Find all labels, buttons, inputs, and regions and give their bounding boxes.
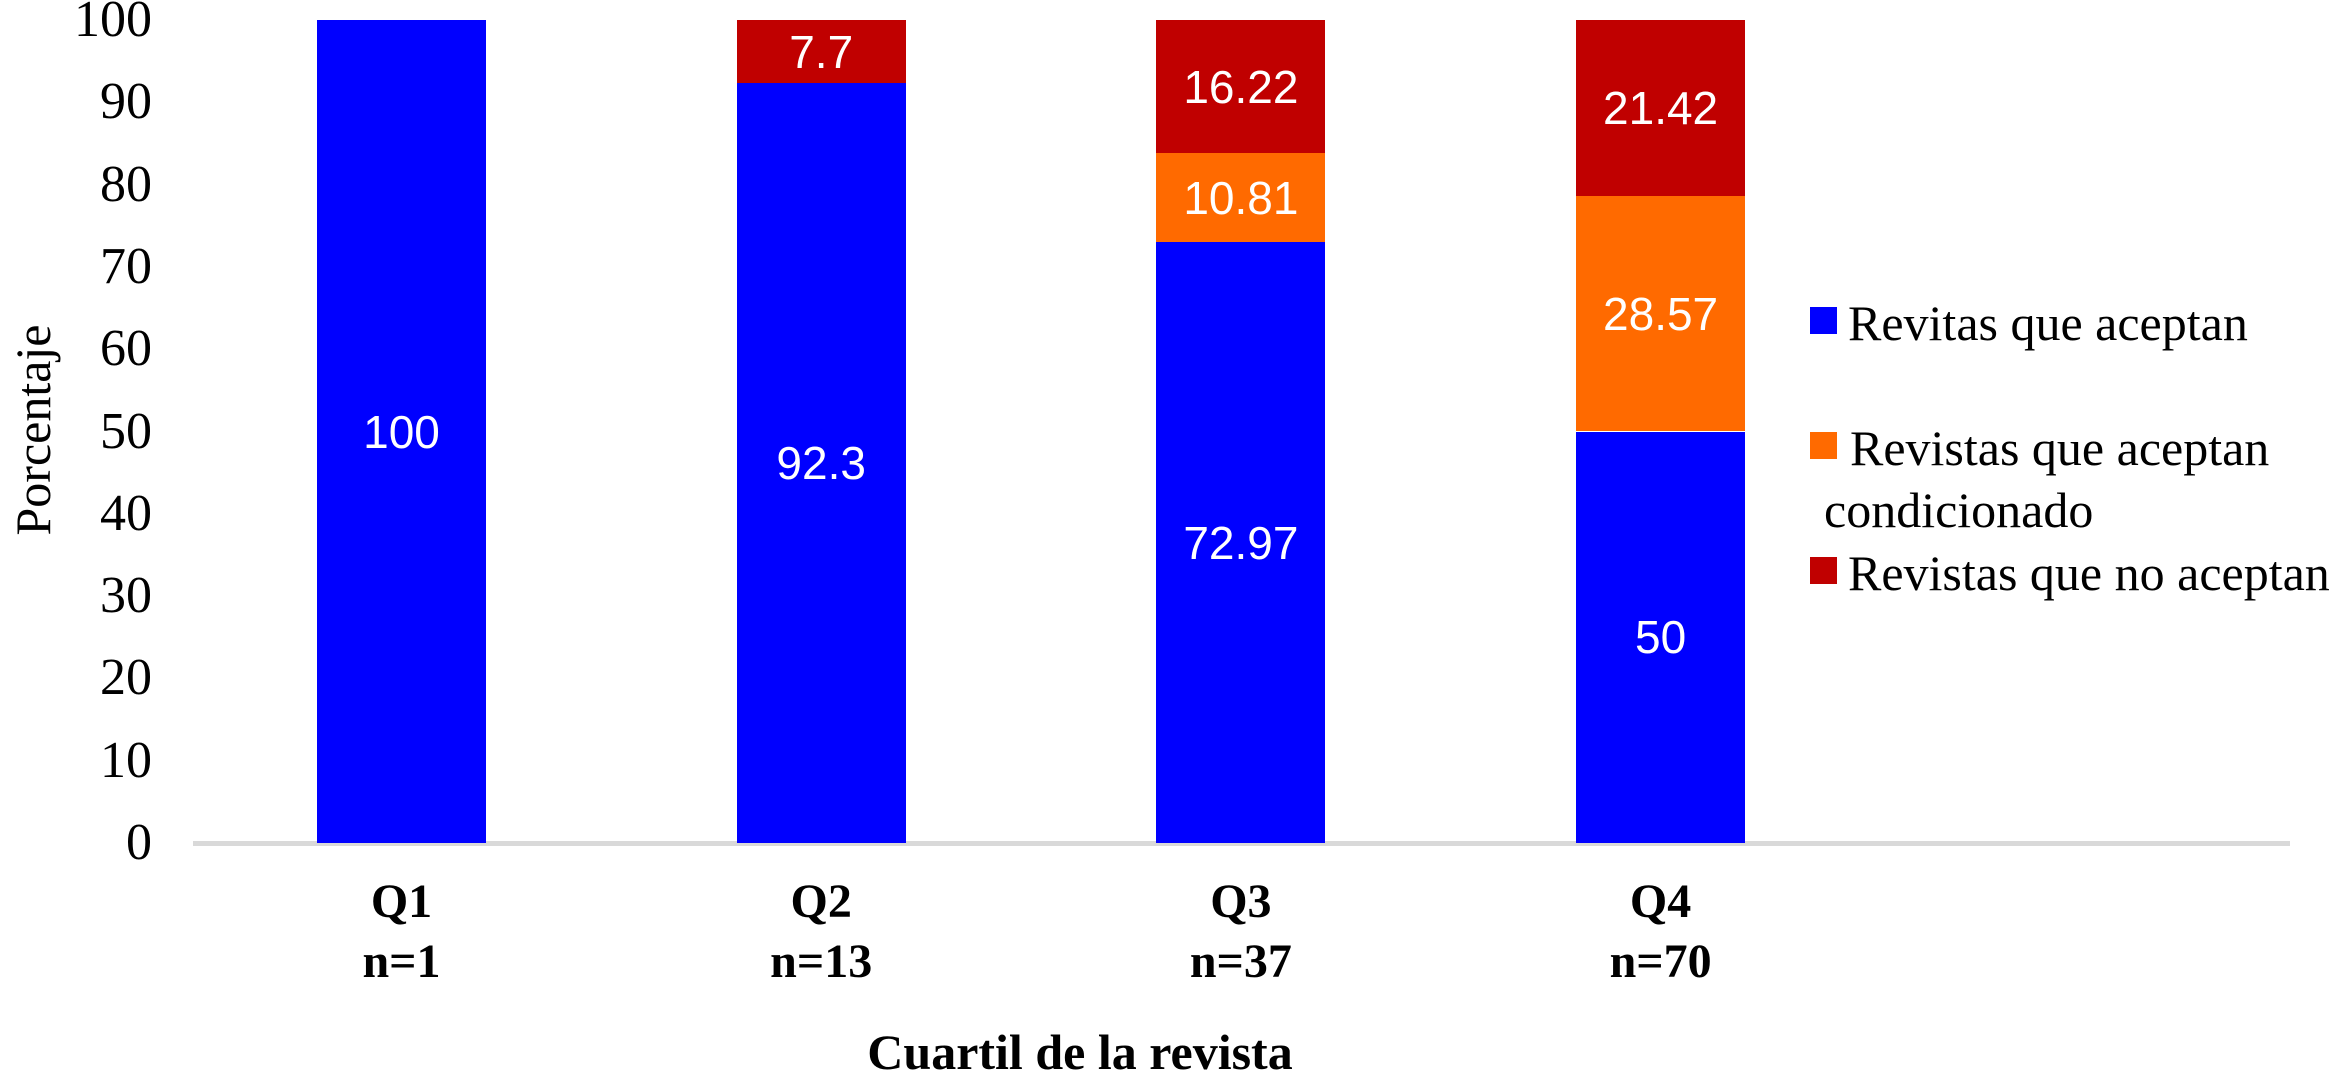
x-category-n: n=37: [1189, 935, 1292, 988]
x-category-quartile: Q3: [1210, 875, 1272, 928]
y-tick-label: 60: [100, 320, 152, 378]
bar-segment: [736, 20, 906, 84]
bar-value-label: 21.42: [1603, 82, 1719, 135]
legend-marker-icon: [1810, 307, 1837, 334]
legend-label: Revistas que no aceptan: [1848, 545, 2330, 601]
x-axis-line: [193, 841, 2290, 846]
y-tick-label: 90: [100, 73, 152, 131]
x-axis-title: Cuartil de la revista: [867, 1024, 1293, 1080]
bar-value-label: 16.22: [1183, 60, 1299, 113]
bar-segment: [1576, 431, 1746, 843]
y-tick-label: 50: [100, 402, 152, 460]
y-tick-label: 30: [100, 567, 152, 625]
y-tick-label: 100: [74, 0, 152, 48]
y-tick-label: 70: [100, 237, 152, 295]
y-tick-label: 10: [100, 731, 152, 789]
bar-value-label: 100: [363, 405, 440, 458]
x-category-label: Q4 n=70: [1541, 872, 1781, 992]
bar-segment: [317, 20, 486, 843]
x-category-label: Q1 n=1: [282, 872, 522, 992]
bar-value-label: 92.3: [776, 437, 866, 490]
x-category-n: n=70: [1609, 935, 1712, 988]
legend-marker-icon: [1810, 432, 1837, 459]
x-category-label: Q2 n=13: [701, 872, 941, 992]
x-category-label: Q3 n=37: [1121, 872, 1361, 992]
x-category-quartile: Q1: [370, 875, 433, 928]
x-category-quartile: Q2: [790, 875, 852, 928]
y-tick-label: 40: [100, 484, 152, 542]
x-category-n: n=1: [362, 935, 441, 988]
y-tick-label: 80: [100, 155, 152, 213]
bar-value-label: 28.57: [1603, 287, 1719, 340]
bar-segment: [1156, 153, 1326, 243]
y-tick-label: 20: [100, 649, 152, 707]
bar-value-label: 72.97: [1183, 516, 1299, 569]
bar-segment: [1156, 242, 1326, 843]
bar-value-label: 50: [1635, 611, 1687, 664]
x-category-n: n=13: [770, 935, 873, 988]
bar-segment: [1576, 20, 1746, 197]
x-category-quartile: Q4: [1629, 875, 1692, 928]
bar-value-label: 10.81: [1183, 171, 1299, 224]
legend-label: Revitas que aceptan: [1848, 295, 2248, 351]
legend-label: Revistas que aceptan condicionado: [1824, 420, 2270, 538]
y-tick-label: 0: [126, 814, 152, 871]
bar-segment: [1576, 196, 1746, 432]
bar-segment: [736, 83, 906, 843]
bar-segment: [1156, 20, 1326, 154]
legend-marker-icon: [1810, 557, 1837, 584]
bar-value-label: 7.7: [789, 25, 854, 78]
